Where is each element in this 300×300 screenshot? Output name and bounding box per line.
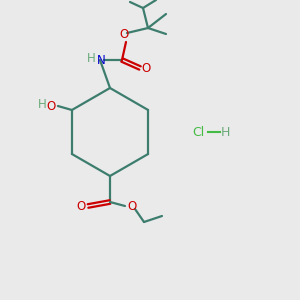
Text: H: H xyxy=(221,125,230,139)
Text: O: O xyxy=(46,100,56,112)
Text: O: O xyxy=(76,200,85,212)
Text: O: O xyxy=(128,200,136,212)
Text: H: H xyxy=(87,52,95,65)
Text: H: H xyxy=(38,98,46,112)
Text: N: N xyxy=(97,53,105,67)
Text: O: O xyxy=(141,61,151,74)
Text: O: O xyxy=(119,28,129,41)
Text: Cl: Cl xyxy=(192,125,204,139)
